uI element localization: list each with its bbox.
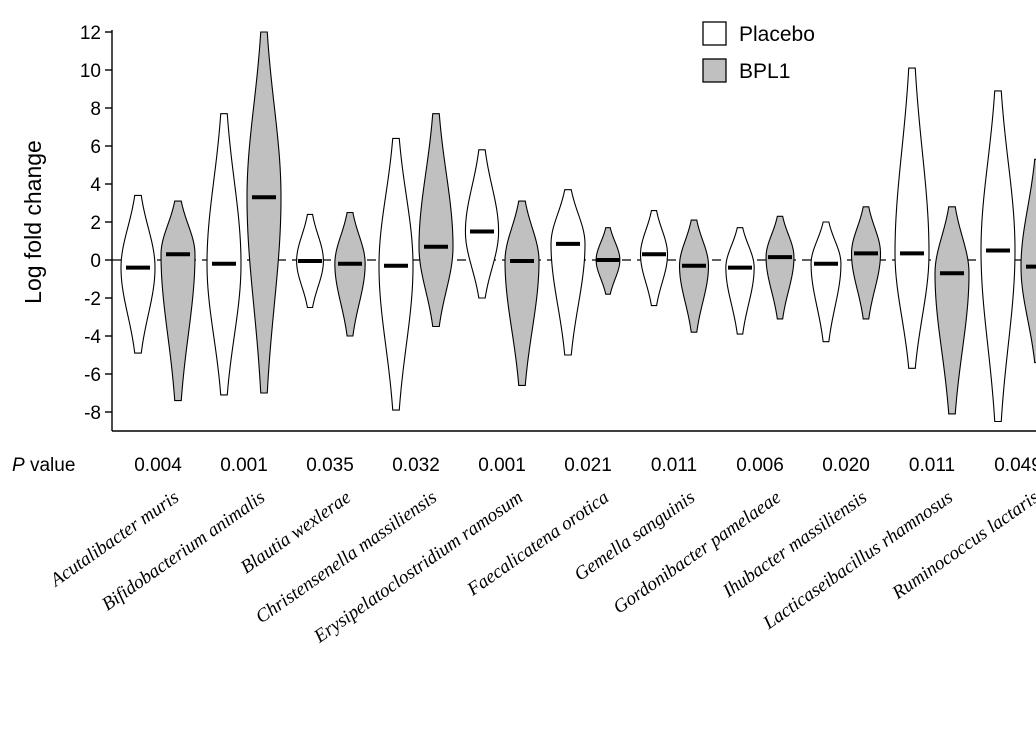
p-value: 0.004 [134,455,182,476]
p-value: 0.021 [564,455,612,476]
y-tick-label: 0 [90,251,101,272]
legend-label-bpl1: BPL1 [739,60,790,83]
violin-bpl1 [678,219,710,333]
y-tick-label: 4 [90,175,101,196]
species-label: Ruminococcus lactaris [888,487,1036,604]
violin-bpl1 [1020,158,1036,364]
violin-placebo [639,210,669,307]
species-label: Gordonibacter pamelaeae [610,487,785,619]
y-axis-label: Log fold change [20,140,46,304]
species-label: Bifidobacterium animalis [98,487,269,615]
violin-placebo [725,227,755,335]
y-tick-label: 6 [90,137,101,158]
violin-placebo [550,189,586,356]
violin-placebo [464,149,500,299]
y-tick-label: 12 [80,23,101,44]
species-label: Ihubacter massiliensis [718,487,871,603]
p-value-row: P value 0.004 0.001 0.035 0.032 0.001 0.021 0.… [12,455,1036,476]
violin-placebo [120,194,156,354]
violin-bpl1 [160,200,196,402]
legend-swatch-bpl1 [702,58,727,83]
p-value: 0.001 [478,455,526,476]
violin-placebo [378,137,414,411]
violin-bpl1 [504,200,540,386]
p-value: 0.001 [220,455,268,476]
y-tick-label: -4 [84,327,101,348]
p-value: 0.011 [909,455,955,476]
violin-placebo [894,67,930,369]
y-tick-label: 10 [80,61,101,82]
y-axis: -8 -6 -4 -2 0 2 4 6 8 10 12 [80,23,1036,432]
species-label: Faecalicatena orotica [463,487,613,601]
p-value: 0.035 [306,455,354,476]
legend-label-placebo: Placebo [739,23,815,46]
p-value: 0.011 [651,455,697,476]
p-value-title-suffix: value [25,455,76,476]
violin-bpl1 [334,211,366,337]
violins [120,31,1036,423]
p-value: 0.020 [822,455,870,476]
violin-bpl1 [246,31,282,394]
violin-bpl1 [765,215,795,320]
violin-placebo [980,90,1016,423]
p-value-title: P value [12,455,75,476]
p-value: 0.032 [392,455,440,476]
y-tick-label: -6 [84,365,101,386]
y-tick-label: -2 [84,289,101,310]
y-tick-label: 8 [90,99,101,120]
p-value: 0.049 [994,455,1036,476]
y-tick-label: 2 [90,213,101,234]
p-value-title-p: P [12,455,25,476]
violin-bpl1 [850,206,882,320]
legend: Placebo BPL1 [702,21,815,83]
violin-placebo [206,113,242,396]
violin-bpl1 [934,206,970,415]
violin-bpl1 [418,113,454,328]
violin-placebo [810,221,842,343]
p-value: 0.006 [736,455,784,476]
legend-swatch-placebo [702,21,727,46]
y-tick-label: -8 [84,403,101,424]
